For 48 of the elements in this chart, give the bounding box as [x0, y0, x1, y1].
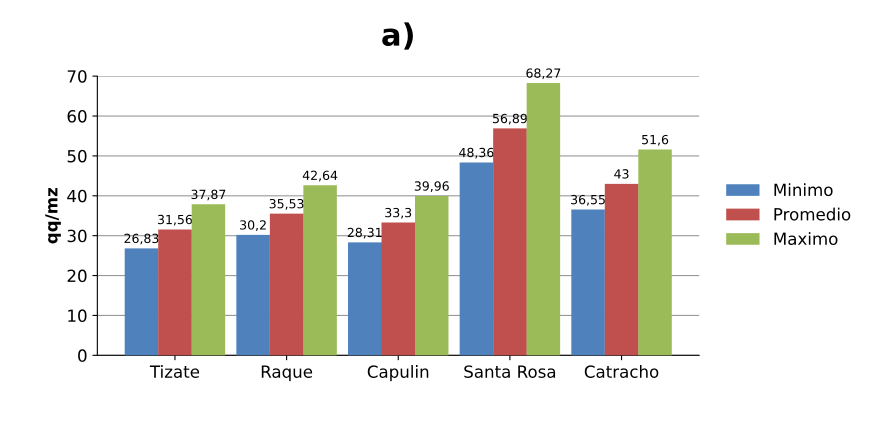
data-label: 51,6 — [642, 134, 668, 146]
data-label: 37,87 — [192, 190, 226, 200]
x-tick-label: Capulin — [368, 365, 428, 382]
bar — [638, 150, 672, 356]
x-tick-label: Catracho — [584, 365, 658, 378]
y-axis-title: qq/mz — [45, 188, 61, 244]
bar — [236, 234, 270, 356]
bar — [270, 214, 304, 356]
data-label: 26,83 — [124, 234, 158, 244]
x-tick-label: Tizate — [150, 365, 200, 378]
chart-title: a) — [382, 22, 413, 50]
x-tick-label: Raque — [262, 366, 312, 382]
data-label: 68,27 — [526, 68, 560, 80]
bar — [493, 128, 527, 356]
y-tick-label: 50 — [68, 150, 87, 162]
bar — [303, 185, 337, 356]
bar — [382, 222, 415, 356]
y-tick-label: 0 — [78, 349, 87, 362]
bar — [124, 248, 158, 356]
bar — [348, 242, 382, 356]
data-label: 33,3 — [385, 208, 412, 219]
bar — [526, 83, 560, 356]
y-tick-label: 60 — [68, 110, 87, 123]
y-tick-label: 40 — [67, 190, 87, 202]
data-label: 48,36 — [459, 148, 494, 159]
data-label: 30,2 — [240, 220, 266, 231]
data-label: 43 — [614, 169, 629, 179]
bar — [192, 204, 226, 356]
data-label: 31,56 — [158, 214, 192, 226]
data-label: 56,89 — [492, 114, 527, 124]
data-label: 42,64 — [302, 170, 338, 182]
data-label: 35,53 — [270, 198, 304, 210]
x-tick-label: Santa Rosa — [464, 365, 556, 378]
legend-label: Promedio — [774, 208, 850, 221]
y-tick-label: 20 — [68, 270, 87, 282]
data-label: 36,55 — [571, 194, 605, 206]
legend-label: Maximo — [774, 232, 838, 246]
bar — [604, 184, 638, 356]
data-label: 39,96 — [414, 181, 449, 192]
y-tick-label: 10 — [68, 309, 87, 322]
bar — [415, 196, 448, 356]
bar — [158, 229, 192, 356]
legend-label: Minimo — [774, 183, 833, 196]
y-tick-label: 70 — [68, 70, 87, 83]
y-tick-label: 30 — [68, 230, 87, 242]
data-label: 28,31 — [348, 228, 382, 238]
bar — [460, 162, 494, 356]
bar — [571, 210, 605, 356]
